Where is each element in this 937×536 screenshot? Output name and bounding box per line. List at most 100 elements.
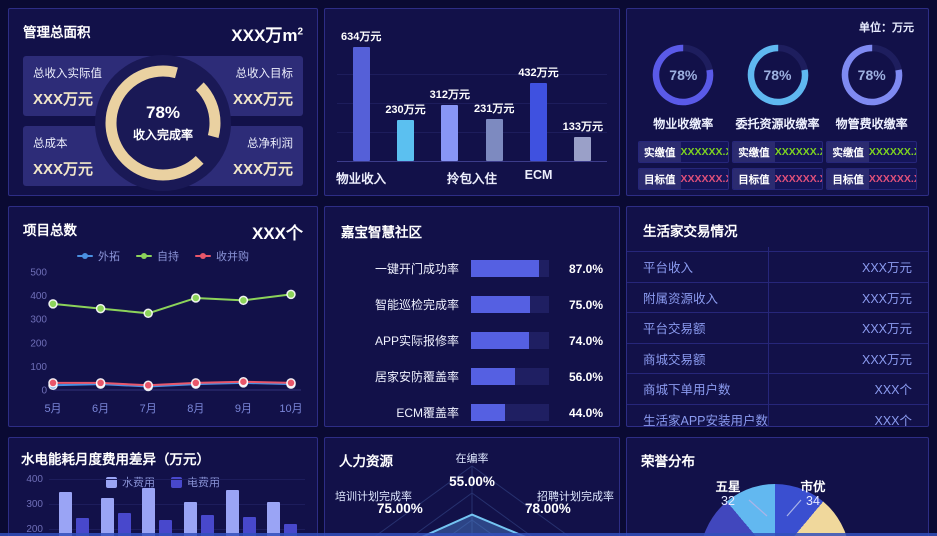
legend-label: 自持 [157, 251, 179, 263]
utility-chart: 400 300 200 [17, 474, 309, 536]
management-area-body: 总收入实际值 XXX万元 总收入目标 XXX万元 总成本 XXX万元 总净利润 … [23, 54, 303, 192]
svg-text:8月: 8月 [187, 403, 204, 415]
svg-text:6月: 6月 [92, 403, 109, 415]
bar-value-label: 231万元 [473, 103, 515, 116]
panel-title: 嘉宝智慧社区 [341, 225, 422, 240]
hbar-track [471, 296, 549, 313]
panel-title: 荣誉分布 [641, 454, 695, 469]
panel-management-area: 管理总面积 XXX万m2 总收入实际值 XXX万元 总收入目标 XXX万元 总成… [8, 8, 318, 196]
hbar-row: 智能巡检完成率 75.0% [341, 296, 603, 313]
x-axis-label: 物业收入 [336, 172, 387, 186]
table-row: 附属资源收入 XXX万元 [627, 283, 928, 313]
actual-label: 实缴值 [733, 142, 775, 162]
panel-utilities: 水电能耗月度费用差异（万元） 水费用 电费用 400 300 200 [8, 437, 318, 536]
gauge-ring-svg [653, 44, 714, 106]
utility-bar [117, 512, 131, 536]
actual-value: XXXXXX.XX [774, 146, 822, 158]
utility-bar [142, 487, 156, 536]
x-axis-line [337, 161, 607, 162]
donut-center-text: 78% 收入完成率 [132, 103, 193, 142]
income-bar [530, 83, 547, 161]
svg-text:5月: 5月 [44, 403, 61, 415]
hbar-track [471, 332, 549, 349]
income-bar [485, 119, 503, 161]
legend-item: 收并购 [195, 248, 249, 264]
actual-value: XXXXXX.XX [868, 146, 916, 158]
utility-bar [183, 501, 197, 536]
income-bar [574, 137, 592, 161]
table-row: 平台交易额 XXX万元 [627, 313, 928, 344]
income-bar [352, 47, 370, 161]
svg-text:100: 100 [30, 362, 47, 373]
collection-gauge-ring: 78% [746, 43, 810, 107]
legend-label: 外拓 [98, 251, 120, 263]
bar-value-label: 133万元 [562, 121, 603, 134]
hbar-label: 居家安防覆盖率 [374, 370, 459, 384]
hbar-fill [471, 260, 539, 277]
utility-bar [200, 515, 214, 536]
legend-marker [136, 253, 152, 260]
gauge-label: 委托资源收缴率 [735, 117, 820, 131]
row-value: XXX个 [874, 414, 912, 427]
hbar-percent: 56.0% [568, 369, 603, 384]
panel-title: 项目总数 [23, 223, 77, 238]
radar-value: 55.00% [449, 474, 495, 489]
hbar-row: 一键开门成功率 87.0% [341, 260, 603, 277]
pie-label-text: 五星 [715, 480, 741, 494]
pie-label-value: 32 [721, 494, 735, 509]
income-bar [397, 119, 414, 161]
collection-gauge-ring: 78% [840, 43, 904, 107]
gauge-percent: 78% [669, 67, 698, 83]
bar-value-label: 432万元 [518, 67, 559, 80]
target-value: XXXXXX.XX [680, 173, 728, 185]
unit-label: 单位：万元 [859, 22, 914, 34]
svg-text:500: 500 [30, 268, 47, 279]
hbar-percent: 75.0% [568, 297, 603, 312]
panel-lifehome: 生活家交易情况 平台收入 XXX万元 附属资源收入 XXX万元 平台交易额 XXX万元 商城… [626, 206, 929, 427]
panel-smart-community: 嘉宝智慧社区 一键开门成功率 87.0% 智能巡检完成率 75.0% APP实际报修率 7… [324, 206, 620, 427]
legend-item: 水费用 [106, 474, 155, 490]
legend-item: 自持 [136, 248, 179, 264]
y-tick-label: 400 [26, 474, 43, 485]
row-label: 生活家APP安装用户数 [643, 414, 769, 427]
table-divider [768, 247, 770, 426]
hbar-label: ECM覆盖率 [396, 406, 459, 420]
hbar-percent: 87.0% [568, 261, 603, 276]
gridline [337, 74, 607, 75]
panel-title: 管理总面积 [23, 25, 91, 40]
hbar-track [471, 368, 549, 385]
income-completion-donut: 78% 收入完成率 [95, 55, 231, 191]
hbar-percent: 44.0% [568, 405, 603, 420]
pie-label-text: 市优 [800, 480, 826, 494]
gauge-percent: 78% [857, 67, 886, 83]
bar-value-label: 230万元 [385, 103, 426, 116]
project-line-chart: 500 400 300 200 100 0 5月 6月 7月 8月 9月 10月 [30, 268, 302, 416]
hbar-percent: 74.0% [568, 333, 603, 348]
row-value: XXX万元 [861, 291, 912, 306]
svg-text:200: 200 [30, 338, 47, 349]
gridline [49, 504, 305, 505]
target-value: XXXXXX.XX [774, 173, 822, 185]
panel-honors: 荣誉分布 五星 32 市优 34 [626, 437, 929, 536]
row-value: XXX万元 [861, 352, 912, 367]
gauge-label: 物业收缴率 [653, 117, 714, 131]
hbar-rows: 一键开门成功率 87.0% 智能巡检完成率 75.0% APP实际报修率 74.0% 居家安… [341, 260, 603, 421]
hbar-fill [471, 404, 506, 421]
income-bar-chart: 634万元 230万元 312万元 231万元 432万元 133万元 物业收入 拎包入住 EC… [336, 19, 607, 187]
panel-header: 管理总面积 XXX万m2 [23, 21, 303, 46]
pie-label: 五星 32 [708, 480, 748, 509]
x-axis-label: 拎包入住 [446, 172, 497, 186]
row-label: 商城交易额 [643, 352, 706, 367]
row-value: XXX个 [874, 383, 912, 398]
radar-value: 75.00% [377, 501, 423, 516]
utility-bar [58, 491, 72, 536]
panel-title: 生活家交易情况 [627, 207, 928, 252]
legend-item: 电费用 [171, 474, 220, 490]
utility-bar [159, 520, 173, 536]
panel-header: 项目总数 XXX个 [23, 219, 303, 244]
utility-bar [225, 490, 239, 536]
